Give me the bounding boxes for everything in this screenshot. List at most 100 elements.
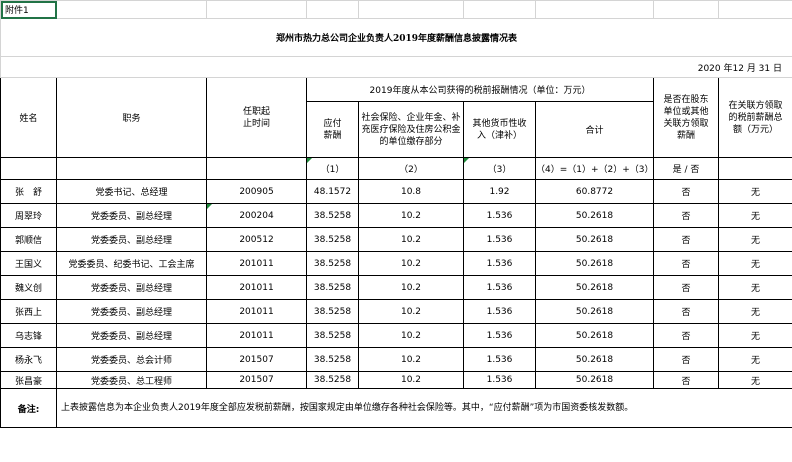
subheader-total[interactable]: （4）=（1）+（2）+（3） [535,157,654,180]
cell-position[interactable]: 党委委员、副总经理 [56,227,207,252]
cell-shareholder[interactable]: 否 [653,251,719,276]
cell-social[interactable]: 10.2 [358,299,464,324]
cell-shareholder[interactable]: 否 [653,203,719,228]
cell-other[interactable]: 1.536 [463,323,536,348]
subheader-salary[interactable]: （1） [306,157,359,180]
cell-related[interactable]: 无 [718,203,792,228]
cell-social[interactable]: 10.8 [358,179,464,204]
note-text[interactable]: 上表披露信息为本企业负责人2019年度全部应发税前薪酬，按国家规定由单位缴存各种… [56,388,792,428]
header-social[interactable]: 社会保险、企业年金、补充医疗保险及住房公积金的单位缴存部分 [358,101,464,158]
cell-shareholder[interactable]: 否 [653,179,719,204]
cell-name[interactable]: 张昌豪 [0,371,57,389]
cell-social[interactable]: 10.2 [358,347,464,372]
cell-social[interactable]: 10.2 [358,323,464,348]
cell-name[interactable]: 王国义 [0,251,57,276]
cell-related[interactable]: 无 [718,275,792,300]
cell-name[interactable]: 郭顺信 [0,227,57,252]
cell-position[interactable]: 党委委员、纪委书记、工会主席 [56,251,207,276]
cell-social[interactable]: 10.2 [358,275,464,300]
cell-position[interactable]: 党委委员、副总经理 [56,203,207,228]
cell-other[interactable]: 1.536 [463,371,536,389]
cell-total[interactable]: 50.2618 [535,203,654,228]
cell-related[interactable]: 无 [718,347,792,372]
cell-name[interactable]: 张西上 [0,299,57,324]
table-title[interactable]: 郑州市热力总公司企业负责人2019年度薪酬信息披露情况表 [0,18,792,57]
cell-name[interactable]: 张 舒 [0,179,57,204]
cell-name[interactable]: 乌志锋 [0,323,57,348]
header-income-group[interactable]: 2019年度从本公司获得的税前报酬情况（单位：万元） [306,77,654,102]
header-shareholder[interactable]: 是否在股东单位或其他关联方领取薪酬 [653,77,719,158]
cell-total[interactable]: 50.2618 [535,299,654,324]
cell-other[interactable]: 1.536 [463,227,536,252]
cell-tenure[interactable]: 201507 [206,347,307,372]
cell-related[interactable]: 无 [718,227,792,252]
cell-tenure[interactable]: 201507 [206,371,307,389]
subheader-social[interactable]: （2） [358,157,464,180]
cell-salary[interactable]: 38.5258 [306,251,359,276]
note-label[interactable]: 备注: [0,388,57,428]
cell-related[interactable]: 无 [718,179,792,204]
cell-tenure[interactable]: 200204 [206,203,307,228]
cell-shareholder[interactable]: 否 [653,299,719,324]
cell-position[interactable]: 党委委员、总工程师 [56,371,207,389]
subheader-other[interactable]: （3） [463,157,536,180]
cell-salary[interactable]: 38.5258 [306,275,359,300]
cell-related[interactable]: 无 [718,323,792,348]
cell-tenure[interactable]: 201011 [206,251,307,276]
cell-other[interactable]: 1.536 [463,299,536,324]
cell-other[interactable]: 1.536 [463,251,536,276]
cell-total[interactable]: 50.2618 [535,347,654,372]
cell-tenure[interactable]: 201011 [206,323,307,348]
cell-shareholder[interactable]: 否 [653,371,719,389]
header-name[interactable]: 姓名 [0,77,57,158]
cell-position[interactable]: 党委委员、副总经理 [56,323,207,348]
cell-position[interactable]: 党委书记、总经理 [56,179,207,204]
cell-social[interactable]: 10.2 [358,227,464,252]
cell-other[interactable]: 1.536 [463,275,536,300]
cell-total[interactable]: 50.2618 [535,371,654,389]
header-tenure[interactable]: 任职起止时间 [206,77,307,158]
cell-total[interactable]: 50.2618 [535,323,654,348]
cell-salary[interactable]: 38.5258 [306,203,359,228]
header-total[interactable]: 合计 [535,101,654,158]
header-salary[interactable]: 应付薪酬 [306,101,359,158]
cell-salary[interactable]: 38.5258 [306,347,359,372]
cell-salary[interactable]: 38.5258 [306,299,359,324]
header-position[interactable]: 职务 [56,77,207,158]
cell-salary[interactable]: 38.5258 [306,227,359,252]
annex-label-cell[interactable]: 附件1 [0,0,57,19]
cell-social[interactable]: 10.2 [358,251,464,276]
cell-other[interactable]: 1.536 [463,347,536,372]
cell-salary[interactable]: 48.1572 [306,179,359,204]
header-other[interactable]: 其他货币性收入（津补） [463,101,536,158]
cell-social[interactable]: 10.2 [358,371,464,389]
cell-shareholder[interactable]: 否 [653,347,719,372]
cell-shareholder[interactable]: 否 [653,275,719,300]
cell-tenure[interactable]: 200905 [206,179,307,204]
cell-tenure[interactable]: 201011 [206,275,307,300]
cell-salary[interactable]: 38.5258 [306,371,359,389]
cell-total[interactable]: 50.2618 [535,251,654,276]
header-related-total[interactable]: 在关联方领取的税前薪酬总额（万元） [718,77,792,158]
cell-name[interactable]: 周翠玲 [0,203,57,228]
cell-related[interactable]: 无 [718,371,792,389]
subheader-shareholder[interactable]: 是 / 否 [653,157,719,180]
cell-shareholder[interactable]: 否 [653,323,719,348]
cell-related[interactable]: 无 [718,299,792,324]
cell-other[interactable]: 1.536 [463,203,536,228]
cell-shareholder[interactable]: 否 [653,227,719,252]
cell-tenure[interactable]: 200512 [206,227,307,252]
cell-salary[interactable]: 38.5258 [306,323,359,348]
cell-position[interactable]: 党委委员、总会计师 [56,347,207,372]
cell-total[interactable]: 50.2618 [535,275,654,300]
cell-total[interactable]: 50.2618 [535,227,654,252]
cell-name[interactable]: 魏义创 [0,275,57,300]
report-date[interactable]: 2020 年12 月 31 日 [0,56,792,78]
cell-other[interactable]: 1.92 [463,179,536,204]
cell-social[interactable]: 10.2 [358,203,464,228]
cell-name[interactable]: 杨永飞 [0,347,57,372]
cell-total[interactable]: 60.8772 [535,179,654,204]
cell-related[interactable]: 无 [718,251,792,276]
cell-position[interactable]: 党委委员、副总经理 [56,275,207,300]
cell-tenure[interactable]: 201011 [206,299,307,324]
